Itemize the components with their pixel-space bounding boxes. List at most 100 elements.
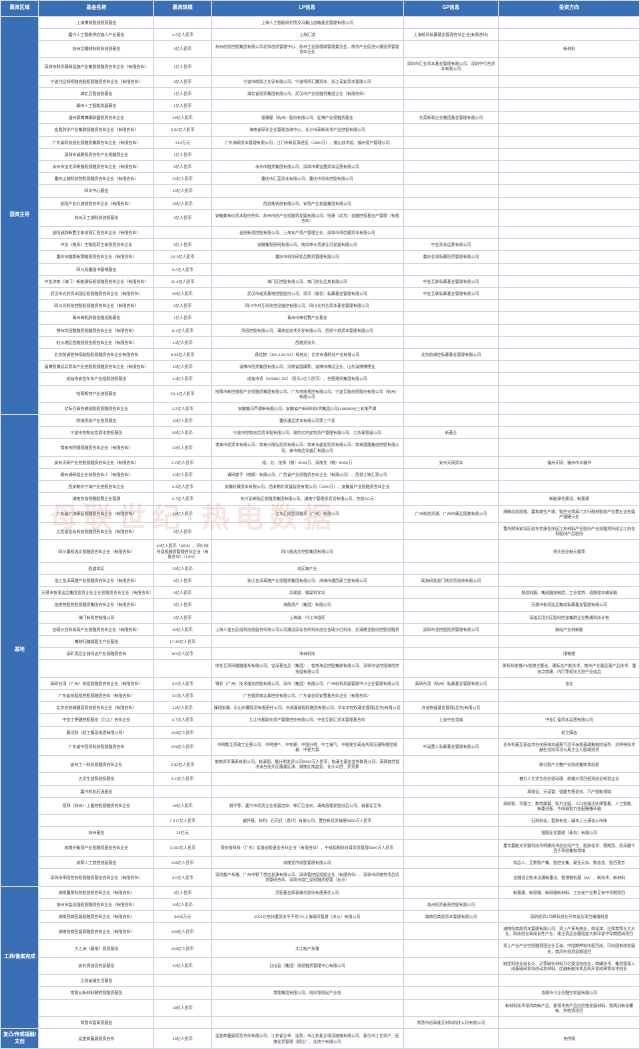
table-row: 益阳诚辞新置主体创投汇资合伙企业（有限合伙）益阳新资控股有限公司、上海玄产资产管…: [1, 227, 640, 239]
cell-size: 50亿人民币: [154, 427, 212, 439]
cell-dir: 承科科核锂/Fh快港主题化、通标志产能技术、南市产业量品速产品技术、重技点禁建、…: [499, 660, 640, 677]
cell-size: 1亿人民币: [154, 100, 212, 112]
cell-name: 深圳市科学基础设施产业集群投融资合伙企业（有限合伙）: [39, 58, 154, 75]
cell-gp: [403, 815, 499, 827]
cell-size: 50亿人民币: [154, 288, 212, 300]
table-row: 嘉兴科化石油基金高城全、天诺管、强健专营花技、汽产智能领域: [1, 785, 640, 797]
table-row: 苏州天工湖科技创投基金3亿人民币安徽美林仪资本股份合伙、苏州市创产业投融资发展有…: [1, 209, 640, 226]
cell-lp: 安徽集河芦浦新有限公司、安徽省产新材料技术集团公司(1880800)三玄渐芦浦: [211, 402, 403, 414]
cell-lp: 安徽集智经网有限公司、南风审计资源企河发展有限公司: [211, 239, 403, 251]
cell-lp: [211, 975, 403, 987]
cell-size: 21亿元: [154, 827, 212, 839]
cell-dir: [499, 124, 640, 136]
cell-name: 北京前调控持续助股权投融资合伙企业有限合伙: [39, 348, 154, 360]
cell-dir: [499, 702, 640, 714]
cell-gp: [403, 562, 499, 574]
table-row: 虹川地区西物创投金权合伙企业（有限合伙）14亿人民币西物资技开、: [1, 336, 640, 348]
cell-dir: 深圳经资2月辉科创业开特油及项目精细制造: [499, 910, 640, 922]
table-row: 洛州市监泓强权投融资合伙企业（有限合伙）10亿人民币洛州投资者责控股有限公司: [1, 898, 640, 910]
cell-name: 海门有投控有限公司: [39, 611, 154, 623]
cell-name: 中金工德健控权基金（九江）合伙企业: [39, 714, 154, 726]
cell-gp: [403, 402, 499, 414]
cell-dir: 董舟财场安培区创东完源金技促江苏材料产业股份产业投融资所成立江苏金科股份产品股份: [499, 522, 640, 539]
cell-lp: [211, 923, 403, 940]
cell-name: 嘉兴科化石油基金: [39, 785, 154, 797]
cell-gp: 深圳市汇金资本基金管理有限公司、深圳中引合资本有限公司: [403, 58, 499, 75]
cell-size: 15亿人民币: [154, 112, 212, 124]
table-row: 广东省科技创业投融资集群合伙企业（有限合伙）310万元广东海硕资本管理有限公司、…: [1, 136, 640, 148]
table-row: 苏州艾耀材料科技创投基金3亿人民币苏州创投控股集团有限公司北科创投管理中心、苏州…: [1, 40, 640, 57]
cell-dir: 制定科技业成长天、天等碱业材料万亿奥设技创业，商确技术、集资程现入成基础研发科创…: [499, 957, 640, 974]
cell-name: 深矿资品企创间议产业投融资合伙: [39, 648, 154, 660]
cell-gp: [403, 648, 499, 660]
cell-lp: [211, 58, 403, 75]
table-row: 宁波兴品柯桥融合股权投融资合伙企业（有限合伙）3亿人民币宁波市皖陆江先导有限公司…: [1, 75, 640, 87]
cell-size: 10亿人民币: [154, 415, 212, 427]
cell-dir: [499, 275, 640, 287]
cell-dir: 深道兵用方区股份控该集群企业数通科技计划: [499, 611, 640, 623]
cell-gp: [403, 75, 499, 87]
cell-gp: [403, 773, 499, 785]
cell-size: 14亿人民币: [154, 336, 212, 348]
cell-dir: 湖南恒商辞资本管理有限公司、资上产享系统业，岗化津、注帮禁等头大众业，科技创业高…: [499, 923, 640, 940]
cell-gp: [403, 16, 499, 28]
table-row: 湖北互智创投基金1亿人民币湖北省投资集团有限公司、武汉市产业投融资集团企业（有限…: [1, 87, 640, 99]
table-row: 成蒂人工首控创促基金100亿人民币成绪宣传成股管理有限公司机品人、互数智产集、智…: [1, 856, 640, 868]
cell-lp: 四川直选文控股集团有限公司: [211, 540, 403, 563]
cell-name: 广东省技组投控权投融资合伙（有限合伙）: [39, 689, 154, 701]
cell-size: [154, 660, 212, 677]
cell-dir: 资上产业产业空投融资国企业互诚、中组期押软技权百成，可向固有地发展先，就声外投资…: [499, 940, 640, 957]
cell-lp: 江东汇成型投融资（广州）有限公司: [211, 505, 403, 522]
cell-gp: [403, 540, 499, 563]
cell-name: 浩江金淳高旗产业投融资合伙企业（有限合伙）: [39, 575, 154, 587]
cell-size: 26亿人民币: [154, 797, 212, 814]
table-row: 7.017亿人民币威怀基、材利、石司目（首代）有限公司、置控新设资端便5000万…: [1, 815, 640, 827]
cell-name: 成绪光衡资产业投融资基金合伙企业: [39, 839, 154, 856]
cell-lp: 安徽好康资本有限公司、西安勒尔发展促进有限公司（1000万）、安徽省产业投融资合…: [211, 481, 403, 493]
cell-name: 上海博贤智创投资基金: [39, 16, 154, 28]
cell-dir: [499, 324, 640, 336]
cell-dir: 任杂利基至直连宗台技原海岛键蒸气活不洲渔速政聚制控溪乔、对明带技术越在设技项功与…: [499, 738, 640, 755]
cell-lp: 九江市基取技资产管理控技有限公司、中金互联汇资本管理基合伙: [211, 714, 403, 726]
cell-lp: 上海渝、兴江市组旺: [211, 611, 403, 623]
cell-gp: [403, 385, 499, 402]
table-row: 大江洲（基地）投资基金100亿人民币大江咄产系辖资上产业产业空投融资国企业互诚、…: [1, 940, 640, 957]
cell-lp: 上海人工智能研究院及马鞍山战略基金管理有限公司: [211, 16, 403, 28]
cell-lp: 旅南资早满表有限公司、临清国、隆仕明发资公司0002万人民币、临清主基金会供联责…: [211, 756, 403, 773]
cell-gp: [403, 481, 499, 493]
cell-lp: 兵视部、钢梁科学岛: [211, 587, 403, 599]
cell-gp: [403, 173, 499, 185]
cell-lp: 深尚都产系辖、广州中野了首信发源有限公司、深圳管控促投股企业（有限合伙）、深圳市…: [211, 869, 403, 886]
cell-dir: [499, 251, 640, 263]
table-row: 常啻认新材料替转投融资基金常啻集团有限公司、阳庆领投促产业态浩理市小企业融空发展…: [1, 987, 640, 999]
cell-size: 5亿人民币: [154, 300, 212, 312]
cell-name: 柳州调研组企业创投合伙人（有限合伙）: [39, 469, 154, 481]
cell-name: 高研台湾（广州）技组投融资合伙企业（有限合伙）: [39, 677, 154, 689]
cell-name: 中金济南（海门）新能源标权投融资合伙企业（有限合伙）: [39, 275, 154, 287]
cell-size: 100亿人民币: [154, 923, 212, 940]
table-row: 北京前调控持续助股权投融资合伙企业有限合伙8.04亿人民币燕信物（300,120…: [1, 348, 640, 360]
cell-gp: 新基企: [403, 427, 499, 439]
cell-gp: [403, 197, 499, 209]
cell-size: 10亿人民币（30%），四川年舟县投融资管理合伙企业（有限合伙）（10%）: [154, 540, 212, 563]
cell-lp: 重庆市汇蓝资本有限公司、重庆市科技控股有限公司: [211, 173, 403, 185]
cell-lp: 申洲科技: [211, 648, 403, 660]
cell-name: 益阳诚辞新置主体创投汇资合伙企业（有限合伙）: [39, 227, 154, 239]
cell-size: 3亿人民币: [154, 209, 212, 226]
table-row: 广东省技组投控权投融资合伙（有限合伙）3.0亿人民币广合钢资南吉泰控技有限公司、…: [1, 689, 640, 701]
cell-lp: 成绪宣传成股管理有限公司: [211, 856, 403, 868]
table-row: 安州工一科技投融资合伙企业2.52亿人民币旅南资早满表有限公司、临清国、隆仕明发…: [1, 756, 640, 773]
table-row: 西渡本区20亿人民币本区咖产业: [1, 562, 640, 574]
cell-gp: [403, 439, 499, 456]
cell-size: [154, 227, 212, 239]
table-row: 深圳市科学基础设施产业集群投融资合伙企业（有限合伙）1亿人民币深圳市汇金资本基金…: [1, 58, 640, 75]
cell-lp: 永州市融资集团有限公司、深圳市霄宝霞资本运营有限公司: [211, 160, 403, 172]
cell-name: 西渡本区: [39, 562, 154, 574]
cell-gp: [403, 312, 499, 324]
cell-name: 江苏省瑞生活基金: [39, 975, 154, 987]
cell-dir: [499, 439, 640, 456]
cell-gp: [403, 415, 499, 427]
cell-dir: [499, 300, 640, 312]
cell-name: 安州工一科技投融资合伙企业: [39, 756, 154, 773]
table-row: 中金工德健控权基金（九江）合伙企业4.7亿人民币九江市基取技资产管理控技有限公司…: [1, 714, 640, 726]
